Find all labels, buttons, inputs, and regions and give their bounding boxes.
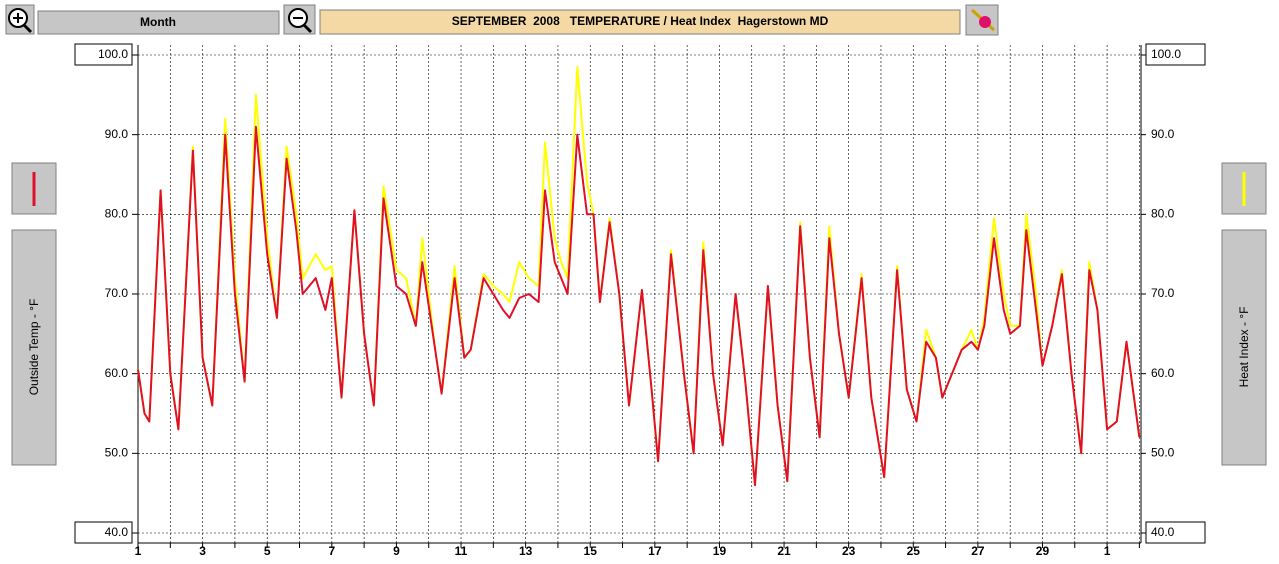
zoom-in-button[interactable] [5,4,35,35]
x-tick-label: 17 [648,544,662,558]
x-tick-label: 1 [1104,544,1111,558]
legend-label-button[interactable] [11,229,57,466]
legend-label: Outside Temp - °F [27,299,41,396]
x-tick-label: 13 [519,544,533,558]
y-tick-label: 70.0 [105,286,129,300]
y2-tick-label: 50.0 [1151,446,1175,460]
x-tick-label: 27 [971,544,985,558]
y2-tick-label: 90.0 [1151,127,1175,141]
range-button[interactable] [37,10,280,35]
y2-tick-label: 40.0 [1151,525,1175,539]
title-box [319,9,961,35]
x-tick-label: 7 [328,544,335,558]
y-tick-label: 40.0 [105,525,129,539]
x-tick-label: 21 [777,544,791,558]
chart-title: SEPTEMBER 2008 TEMPERATURE / Heat Index … [452,14,829,28]
x-tick-label: 5 [264,544,271,558]
legend-label-button[interactable] [1221,229,1267,466]
x-tick-label: 25 [907,544,921,558]
x-tick-label: 1 [135,544,142,558]
x-tick-label: 11 [455,544,468,558]
y-tick-label: 60.0 [105,366,129,380]
options-icon[interactable] [965,4,999,36]
y-tick-label: 50.0 [105,446,129,460]
y2-tick-label: 70.0 [1151,286,1175,300]
x-tick-label: 29 [1036,544,1050,558]
legend-label: Heat Index - °F [1237,307,1251,388]
x-tick-label: 3 [199,544,206,558]
y-tick-label: 90.0 [105,127,129,141]
x-tick-label: 19 [713,544,727,558]
range-button-label[interactable]: Month [140,15,176,29]
zoom-out-button[interactable] [283,4,316,35]
x-tick-label: 23 [842,544,856,558]
y-tick-label: 100.0 [98,47,128,61]
y2-tick-label: 80.0 [1151,207,1175,221]
x-tick-label: 9 [393,544,400,558]
x-tick-label: 15 [584,544,598,558]
series-line [137,125,1141,487]
y-tick-label: 80.0 [105,207,129,221]
y2-tick-label: 60.0 [1151,366,1175,380]
y2-tick-label: 100.0 [1151,47,1181,61]
